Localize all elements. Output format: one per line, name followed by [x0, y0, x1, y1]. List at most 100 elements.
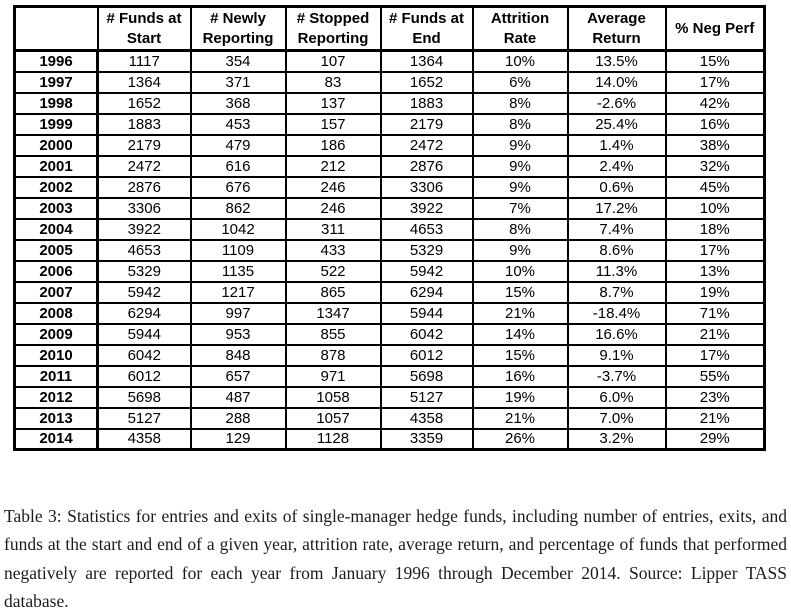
col-header-funds-at-start: # Funds at Start [96, 5, 192, 52]
table-cell: 21% [471, 406, 569, 430]
table-cell: 1042 [189, 217, 287, 241]
table-cell: 9% [471, 175, 569, 199]
table-cell: 13.5% [566, 49, 667, 73]
table-cell: 368 [189, 91, 287, 115]
table-cell: 10% [664, 196, 766, 220]
table-cell: 137 [284, 91, 382, 115]
table-cell: 2472 [96, 154, 192, 178]
table-cell: 1109 [189, 238, 287, 262]
table-cell: 5944 [379, 301, 474, 325]
table-cell: 953 [189, 322, 287, 346]
table-cell: 865 [284, 280, 382, 304]
table-cell: 371 [189, 70, 287, 94]
table-cell: 5942 [379, 259, 474, 283]
table-row: 1998 1652 368 137 1883 8% -2.6% 42% [13, 91, 766, 115]
table-cell: 2876 [96, 175, 192, 199]
table-cell: 7% [471, 196, 569, 220]
table-cell: 107 [284, 49, 382, 73]
table-cell: 1.4% [566, 133, 667, 157]
table-cell: 1128 [284, 427, 382, 451]
table-cell: 9% [471, 133, 569, 157]
row-year-label: 2002 [13, 175, 99, 199]
table-cell: 83 [284, 70, 382, 94]
table-row: 2013 5127 288 1057 4358 21% 7.0% 21% [13, 406, 766, 430]
table-body: 1996 1117 354 107 1364 10% 13.5% 15% 1997 1364 371… [13, 49, 766, 451]
row-year-label: 1996 [13, 49, 99, 73]
table-cell: 1883 [379, 91, 474, 115]
table-cell: 5698 [96, 385, 192, 409]
table-cell: -2.6% [566, 91, 667, 115]
table-row: 2009 5944 953 855 6042 14% 16.6% 21% [13, 322, 766, 346]
row-year-label: 2004 [13, 217, 99, 241]
corner-cell [13, 5, 99, 52]
table-cell: 6294 [379, 280, 474, 304]
table-cell: 6.0% [566, 385, 667, 409]
table-cell: 55% [664, 364, 766, 388]
table-cell: 1883 [96, 112, 192, 136]
fund-statistics-table: # Funds at Start # Newly Reporting # Sto… [13, 5, 766, 451]
table-row: 2004 3922 1042 311 4653 8% 7.4% 18% [13, 217, 766, 241]
table-cell: 2876 [379, 154, 474, 178]
table-row: 2012 5698 487 1058 5127 19% 6.0% 23% [13, 385, 766, 409]
table-row: 1997 1364 371 83 1652 6% 14.0% 17% [13, 70, 766, 94]
table-cell: 1652 [96, 91, 192, 115]
table-cell: 246 [284, 175, 382, 199]
row-year-label: 2014 [13, 427, 99, 451]
table-cell: 311 [284, 217, 382, 241]
table-cell: 616 [189, 154, 287, 178]
table-cell: 4653 [379, 217, 474, 241]
table-cell: 29% [664, 427, 766, 451]
table-cell: 15% [471, 343, 569, 367]
table-cell: 6012 [96, 364, 192, 388]
table-cell: 16% [664, 112, 766, 136]
table-row: 2007 5942 1217 865 6294 15% 8.7% 19% [13, 280, 766, 304]
row-year-label: 2003 [13, 196, 99, 220]
table-cell: 15% [664, 49, 766, 73]
row-year-label: 2012 [13, 385, 99, 409]
table-cell: 8% [471, 217, 569, 241]
table-cell: 1217 [189, 280, 287, 304]
table-cell: 10% [471, 259, 569, 283]
table-cell: 17% [664, 238, 766, 262]
table-cell: 2.4% [566, 154, 667, 178]
table-cell: 433 [284, 238, 382, 262]
header-row: # Funds at Start # Newly Reporting # Sto… [13, 5, 766, 52]
table-row: 2014 4358 129 1128 3359 26% 3.2% 29% [13, 427, 766, 451]
table-cell: 23% [664, 385, 766, 409]
row-year-label: 2005 [13, 238, 99, 262]
table-cell: 1057 [284, 406, 382, 430]
table-cell: 6012 [379, 343, 474, 367]
row-year-label: 2001 [13, 154, 99, 178]
table-cell: 45% [664, 175, 766, 199]
table-cell: 9.1% [566, 343, 667, 367]
table-cell: 848 [189, 343, 287, 367]
table-cell: 9% [471, 154, 569, 178]
table-cell: 11.3% [566, 259, 667, 283]
table-cell: 453 [189, 112, 287, 136]
table-row: 2003 3306 862 246 3922 7% 17.2% 10% [13, 196, 766, 220]
row-year-label: 2000 [13, 133, 99, 157]
table-cell: 19% [471, 385, 569, 409]
table-row: 1999 1883 453 157 2179 8% 25.4% 16% [13, 112, 766, 136]
table-cell: 971 [284, 364, 382, 388]
table-row: 1996 1117 354 107 1364 10% 13.5% 15% [13, 49, 766, 73]
table-cell: 4653 [96, 238, 192, 262]
table-cell: 38% [664, 133, 766, 157]
table-cell: 479 [189, 133, 287, 157]
col-header-newly-reporting: # Newly Reporting [189, 5, 287, 52]
table-cell: 25.4% [566, 112, 667, 136]
table-cell: 5127 [96, 406, 192, 430]
row-year-label: 1998 [13, 91, 99, 115]
table-row: 2005 4653 1109 433 5329 9% 8.6% 17% [13, 238, 766, 262]
table-cell: 1135 [189, 259, 287, 283]
table-cell: 522 [284, 259, 382, 283]
table-cell: 17% [664, 70, 766, 94]
table-cell: 4358 [96, 427, 192, 451]
table-cell: 10% [471, 49, 569, 73]
table-cell: 855 [284, 322, 382, 346]
table-cell: 32% [664, 154, 766, 178]
table-cell: 5329 [379, 238, 474, 262]
table-row: 2002 2876 676 246 3306 9% 0.6% 45% [13, 175, 766, 199]
table-cell: 71% [664, 301, 766, 325]
table-cell: 3922 [96, 217, 192, 241]
